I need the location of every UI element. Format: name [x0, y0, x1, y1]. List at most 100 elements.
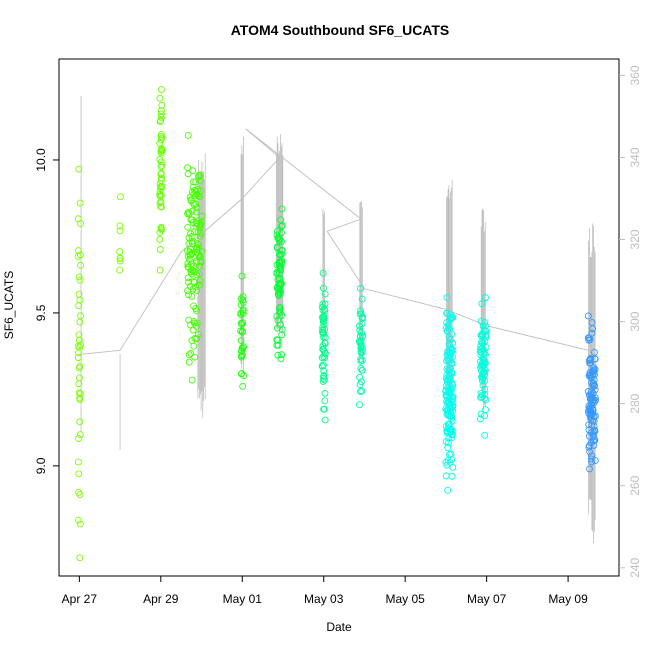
y2-tick-label: 300 [628, 311, 642, 331]
y2-tick-label: 280 [628, 393, 642, 413]
data-point [157, 113, 165, 121]
data-point [591, 457, 599, 464]
data-point [445, 323, 453, 331]
data-point [358, 357, 366, 364]
data-point [590, 417, 598, 425]
data-point [443, 294, 451, 302]
data-point [442, 458, 450, 466]
data-point [478, 300, 486, 308]
data-point [278, 222, 286, 229]
data-point [76, 363, 84, 370]
data-point [590, 366, 598, 374]
data-point [76, 396, 84, 404]
data-point [274, 351, 282, 359]
data-point [319, 326, 327, 334]
data-point [357, 344, 365, 352]
data-point [320, 284, 327, 292]
data-point [157, 158, 165, 166]
data-point [356, 322, 363, 330]
data-point [158, 147, 166, 155]
data-point [75, 389, 83, 397]
data-point [116, 222, 124, 230]
data-point [157, 117, 165, 125]
data-point [588, 458, 595, 466]
data-point [448, 472, 456, 480]
data-point [156, 246, 164, 253]
data-point [278, 205, 286, 213]
data-point [590, 441, 598, 449]
data-point [74, 252, 82, 260]
data-point [444, 444, 452, 452]
data-point [185, 256, 193, 263]
data-point [184, 164, 192, 172]
data-point [482, 322, 489, 330]
data-point [156, 139, 164, 147]
data-point [76, 431, 84, 439]
data-point [238, 369, 246, 377]
y-tick-label: 9.5 [34, 304, 48, 321]
data-point [76, 251, 84, 259]
data-point [77, 341, 85, 349]
data-point [321, 416, 329, 424]
data-point [190, 342, 198, 350]
y2-tick-label: 240 [628, 557, 642, 577]
data-point [76, 318, 84, 326]
data-point [188, 188, 196, 196]
data-point [447, 315, 455, 323]
data-point [157, 176, 165, 184]
data-point [278, 351, 286, 359]
data-point [189, 167, 197, 175]
data-point [77, 220, 85, 228]
data-point [585, 442, 593, 449]
data-point [75, 331, 83, 339]
data-point [444, 439, 452, 447]
data-point [156, 190, 164, 198]
data-point [76, 296, 84, 304]
data-point [76, 554, 84, 562]
data-point [481, 371, 489, 378]
data-point [157, 136, 165, 144]
data-point [157, 163, 165, 171]
y-tick-label: 9.0 [34, 457, 48, 474]
data-point [184, 210, 192, 218]
data-point [184, 287, 192, 295]
data-point [75, 165, 83, 173]
data-point [481, 385, 489, 393]
data-point [278, 246, 286, 254]
data-point [194, 185, 202, 193]
data-point [446, 341, 454, 349]
data-point [319, 333, 327, 341]
data-point [357, 307, 365, 315]
data-point [195, 246, 202, 254]
x-tick-label: May 09 [548, 592, 588, 606]
data-point [274, 341, 282, 349]
data-point [358, 295, 366, 303]
data-point [156, 94, 164, 102]
data-point [238, 320, 246, 328]
data-point [239, 382, 247, 390]
y2-tick-label: 320 [628, 229, 642, 249]
y2-tick-label: 360 [628, 65, 642, 85]
x-tick-label: May 07 [467, 592, 507, 606]
data-point [194, 217, 202, 225]
data-point [443, 406, 451, 414]
data-point [157, 110, 165, 118]
data-point [443, 357, 451, 364]
data-point [357, 284, 364, 292]
data-point [320, 376, 328, 384]
data-point [443, 319, 451, 327]
data-point [188, 260, 195, 268]
data-point [357, 388, 364, 395]
data-point [586, 359, 594, 367]
data-point [196, 193, 204, 201]
data-point [357, 355, 365, 363]
data-point [588, 319, 596, 327]
data-point [320, 314, 328, 322]
data-point [157, 133, 165, 140]
data-point [193, 287, 201, 295]
data-point [319, 313, 326, 321]
data-point [76, 491, 84, 498]
data-point [320, 372, 328, 379]
